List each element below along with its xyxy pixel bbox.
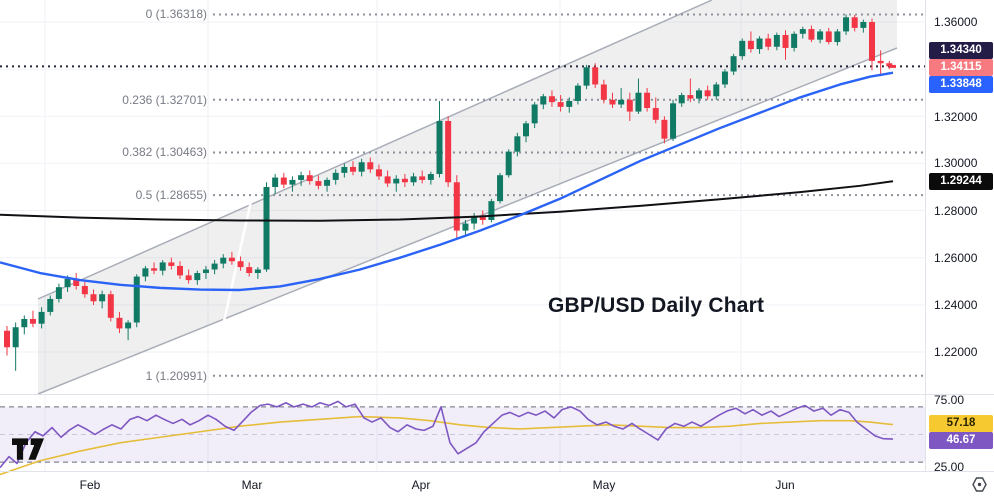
price-axis-tick: 1.30000 <box>934 156 978 170</box>
price-badge-black-ma: 1.29244 <box>929 173 993 190</box>
fib-level-label: 0.236 (1.32701) <box>122 93 207 107</box>
time-axis-label: Mar <box>241 478 263 492</box>
price-badge-blue-ma: 1.33848 <box>929 76 993 93</box>
fib-level-label: 0 (1.36318) <box>145 7 207 21</box>
price-axis-tick: 1.26000 <box>934 251 978 265</box>
price-axis-tick: 1.36000 <box>934 15 978 29</box>
fib-level-label: 0.382 (1.30463) <box>122 145 207 159</box>
page-title: GBP/USD Daily Chart <box>548 294 765 317</box>
time-axis-label: Apr <box>411 478 431 492</box>
fib-level-label: 0.5 (1.28655) <box>135 188 207 202</box>
rsi-axis-tick: 75.00 <box>934 393 965 407</box>
price-axis-tick: 1.28000 <box>934 204 978 218</box>
price-badge-navy: 1.34340 <box>929 42 993 59</box>
rsi-ma-badge: 57.18 <box>929 415 993 432</box>
price-axis-tick: 1.32000 <box>934 110 978 124</box>
rsi-value-badge: 46.67 <box>929 432 993 449</box>
time-axis-label: Feb <box>79 478 101 492</box>
price-badge-current: 1.34115 <box>929 59 993 76</box>
price-axis-tick: 1.22000 <box>934 345 978 359</box>
fib-level-label: 1 (1.20991) <box>145 369 207 383</box>
axis-settings-icon[interactable] <box>971 476 988 493</box>
rsi-axis-tick: 25.00 <box>934 460 965 474</box>
price-axis-tick: 1.24000 <box>934 298 978 312</box>
time-axis-label: Jun <box>775 478 795 492</box>
time-axis-label: May <box>592 478 616 492</box>
tradingview-logo-icon[interactable] <box>12 437 44 462</box>
